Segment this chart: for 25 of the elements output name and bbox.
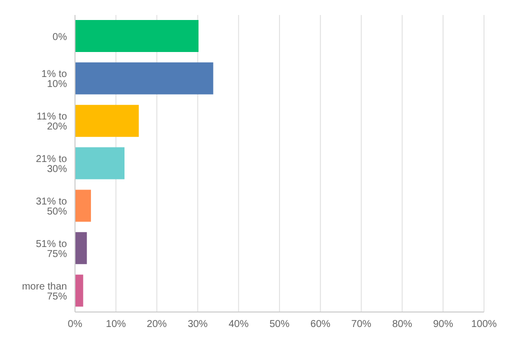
bar (75, 147, 124, 180)
x-tick-label: 50% (269, 319, 290, 330)
y-tick-label: 21% to 30% (36, 154, 68, 176)
x-tick-label: 10% (106, 319, 126, 330)
x-tick-label: 40% (228, 319, 249, 330)
bar (75, 20, 199, 52)
x-tick-label: 100% (471, 319, 497, 330)
x-tick-label: 20% (146, 319, 167, 330)
y-tick-label: 51% to 75% (36, 238, 68, 260)
y-tick-label: 0% (52, 32, 68, 43)
bar (75, 232, 87, 264)
bar (75, 190, 91, 222)
y-tick-label: 31% to 50% (36, 196, 68, 218)
bar (75, 62, 214, 94)
x-tick-label: 0% (68, 319, 82, 330)
y-tick-label: more than 75% (22, 281, 68, 302)
bar (75, 274, 84, 307)
x-tick-label: 70% (351, 319, 372, 330)
x-tick-label: 30% (188, 319, 208, 330)
bar (75, 104, 139, 137)
y-tick-label: 1% to 10% (41, 69, 68, 90)
y-tick-label: 11% to 20% (36, 112, 68, 133)
x-tick-label: 60% (310, 319, 331, 330)
x-tick-label: 90% (433, 319, 454, 330)
x-tick-label: 80% (392, 319, 412, 330)
